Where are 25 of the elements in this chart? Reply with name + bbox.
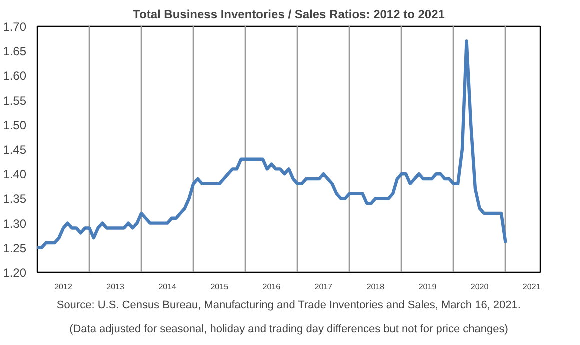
x-tick-label: 2012 bbox=[54, 282, 73, 292]
x-tick-label: 2020 bbox=[470, 282, 490, 292]
x-tick-label: 2019 bbox=[418, 282, 438, 292]
x-tick-label: 2017 bbox=[314, 282, 334, 292]
y-tick-label: 1.25 bbox=[3, 241, 27, 256]
line-series bbox=[38, 40, 508, 250]
source-note: Source: U.S. Census Bureau, Manufacturing and Trade Inventories and Sales, March 16, 2021. bbox=[56, 300, 521, 312]
x-tick-label: 2015 bbox=[210, 282, 230, 292]
y-tick-label: 1.20 bbox=[3, 266, 27, 280]
y-tick-label: 1.40 bbox=[3, 168, 27, 182]
y-tick-label: 1.65 bbox=[3, 44, 27, 59]
x-tick-label: 2018 bbox=[366, 282, 386, 292]
text: (Data adjusted for seasonal, holiday and trading day differences but not for price changes) bbox=[70, 324, 508, 336]
chart-title: Total Business Inventories / Sales Ratios: 2012 to 2021 bbox=[133, 8, 446, 22]
x-tick-label: 2014 bbox=[158, 282, 178, 292]
y-tick-label: 1.50 bbox=[3, 118, 27, 132]
x-tick-label: 2021 bbox=[522, 282, 542, 292]
y-tick-label: 1.45 bbox=[3, 143, 27, 157]
y-tick-label: 1.30 bbox=[3, 216, 27, 231]
x-tick-label: 2016 bbox=[262, 282, 282, 292]
y-tick-label: 1.60 bbox=[3, 69, 27, 84]
y-tick-label: 1.55 bbox=[3, 94, 27, 108]
x-tick-label: 2013 bbox=[106, 282, 125, 292]
y-tick-label: 1.35 bbox=[3, 192, 27, 206]
y-tick-label: 1.70 bbox=[3, 20, 27, 34]
